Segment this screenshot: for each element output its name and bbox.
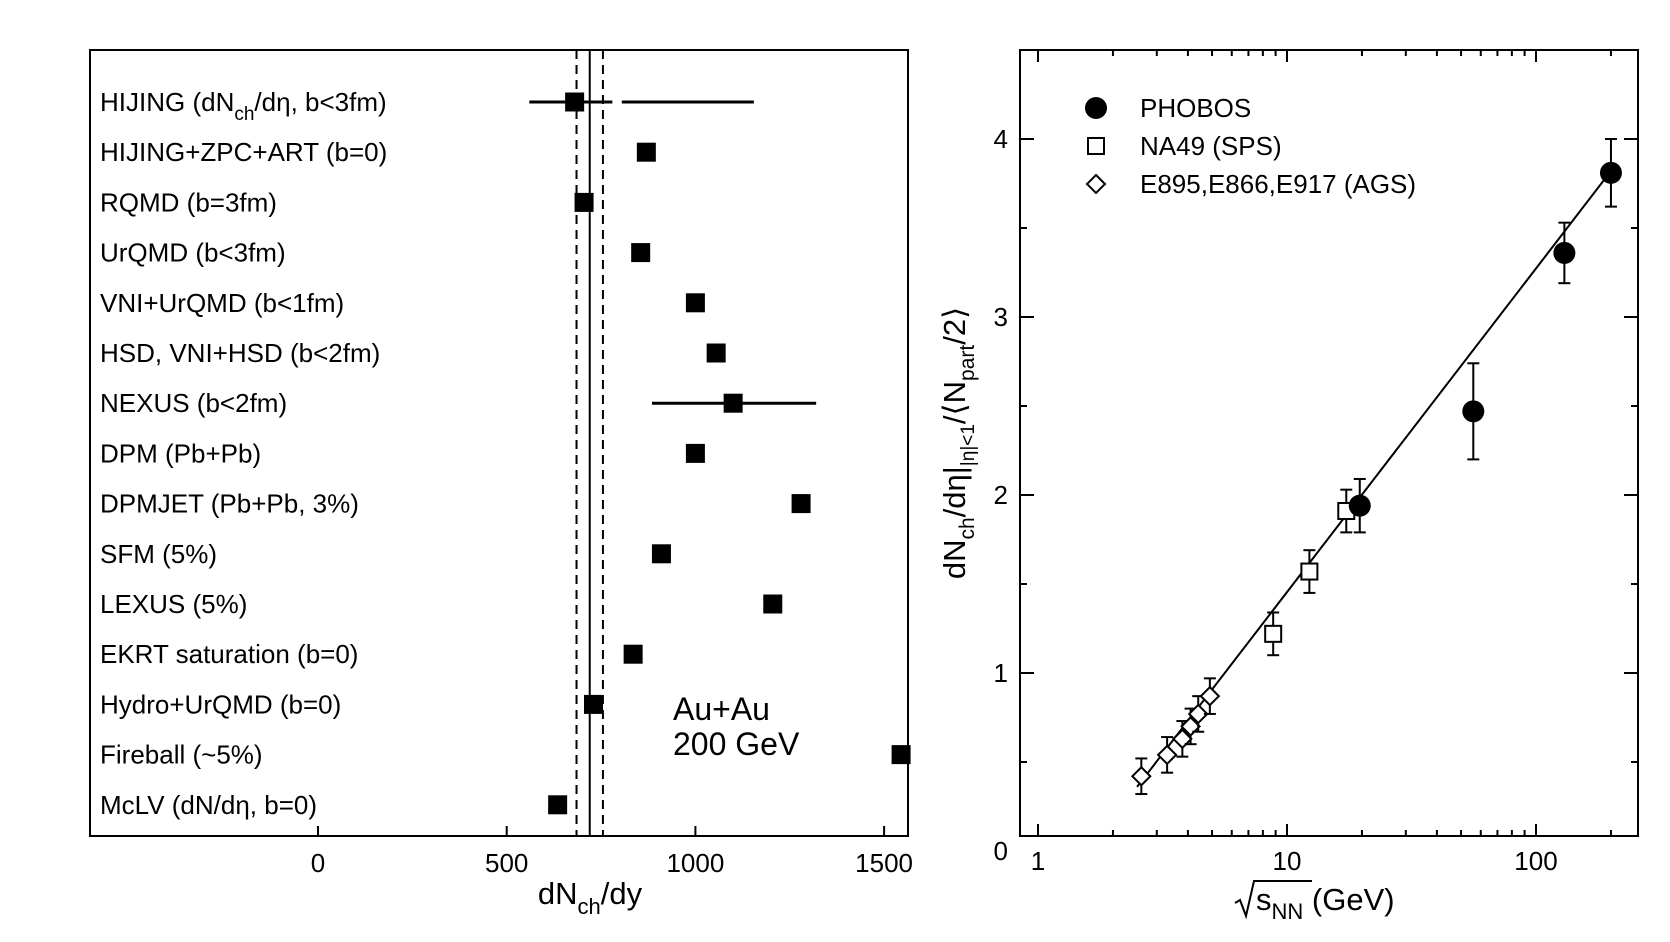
data-point-open-square xyxy=(1300,562,1319,581)
model-label: Hydro+UrQMD (b=0) xyxy=(100,689,341,719)
right-x-axis-title: sNN (GeV) xyxy=(1234,880,1395,924)
model-label: VNI+UrQMD (b<1fm) xyxy=(100,288,344,318)
model-marker xyxy=(584,694,604,714)
legend-marker-open-square xyxy=(1087,137,1105,155)
fit-line-segment xyxy=(1136,170,1612,788)
data-point-open-diamond xyxy=(1130,765,1152,787)
y-tick-label: 4 xyxy=(994,124,1008,154)
model-label: LEXUS (5%) xyxy=(100,589,247,619)
model-marker xyxy=(891,745,911,765)
y-tick-label: 0 xyxy=(994,836,1008,866)
model-marker xyxy=(723,393,743,413)
model-marker xyxy=(565,92,585,112)
left-annotation-line1: Au+Au xyxy=(673,691,770,727)
sqrt-symbol xyxy=(1234,880,1312,920)
model-marker xyxy=(623,644,643,664)
legend-label: NA49 (SPS) xyxy=(1140,131,1282,161)
model-marker xyxy=(791,494,811,514)
model-label: DPM (Pb+Pb) xyxy=(100,438,261,468)
legend-label: E895,E866,E917 (AGS) xyxy=(1140,169,1416,199)
x-tick-label: 1500 xyxy=(855,848,913,878)
model-marker xyxy=(548,795,568,815)
data-point-open-diamond xyxy=(1187,703,1209,725)
model-label: EKRT saturation (b=0) xyxy=(100,639,358,669)
x-tick-label: 0 xyxy=(311,848,325,878)
data-point-open-diamond xyxy=(1156,744,1178,766)
y-tick-label: 2 xyxy=(994,480,1008,510)
model-label: DPMJET (Pb+Pb, 3%) xyxy=(100,489,359,519)
reference-lines xyxy=(575,50,604,836)
model-label: HSD, VNI+HSD (b<2fm) xyxy=(100,338,380,368)
model-marker xyxy=(651,544,671,564)
model-label: HIJING (dNch/dη, b<3fm) xyxy=(100,87,387,125)
data-point-filled-circle xyxy=(1599,161,1622,184)
model-marker xyxy=(763,594,783,614)
model-label: McLV (dN/dη, b=0) xyxy=(100,790,317,820)
right-plot-frame xyxy=(1019,49,1639,837)
x-tick-label: 10 xyxy=(1273,846,1302,876)
x-tick-label: 1000 xyxy=(666,848,724,878)
left-plot-frame xyxy=(89,49,909,837)
model-label: HIJING+ZPC+ART (b=0) xyxy=(100,137,387,167)
x-tick-label: 500 xyxy=(485,848,528,878)
legend-label: PHOBOS xyxy=(1140,93,1251,123)
data-point-open-diamond xyxy=(1199,685,1221,707)
data-point-open-square xyxy=(1264,624,1283,643)
model-marker xyxy=(636,142,656,162)
model-marker xyxy=(685,443,705,463)
x-tick-label: 1 xyxy=(1031,846,1045,876)
legend-marker-open-diamond xyxy=(1085,173,1107,195)
right-y-axis-title: dNch/dη||η|<1/⟨Npart/2⟩ xyxy=(937,307,979,579)
model-labels: HIJING (dNch/dη, b<3fm) HIJING+ZPC+ART (b… xyxy=(100,87,387,820)
model-marker xyxy=(631,243,651,263)
fit-line xyxy=(1136,170,1612,788)
y-tick-label: 3 xyxy=(994,302,1008,332)
y-tick-label: 1 xyxy=(994,658,1008,688)
legend: PHOBOS NA49 (SPS) E895,E866,E917 (AGS) xyxy=(1085,93,1416,199)
model-marker xyxy=(685,293,705,313)
model-marker xyxy=(706,343,726,363)
left-annotation-line2: 200 GeV xyxy=(673,726,800,762)
model-label: UrQMD (b<3fm) xyxy=(100,238,286,268)
svg-text:sNN (GeV): sNN (GeV) xyxy=(1256,882,1395,924)
model-label: RQMD (b=3fm) xyxy=(100,187,277,217)
left-x-axis-title: dNch/dy xyxy=(538,876,643,919)
data-point-filled-circle xyxy=(1348,494,1371,517)
model-markers xyxy=(529,92,911,815)
model-label: Fireball (~5%) xyxy=(100,740,263,770)
x-tick-label: 100 xyxy=(1514,846,1557,876)
data-point-filled-circle xyxy=(1462,400,1485,423)
left-x-ticks: 0 500 1000 1500 xyxy=(311,826,913,878)
data-points xyxy=(1130,138,1622,796)
model-label: NEXUS (b<2fm) xyxy=(100,388,287,418)
model-label: SFM (5%) xyxy=(100,539,217,569)
model-marker xyxy=(574,192,594,212)
left-panel: HIJING (dNch/dη, b<3fm) HIJING+ZPC+ART (b… xyxy=(89,49,913,919)
legend-marker-filled-circle xyxy=(1085,97,1107,119)
data-point-filled-circle xyxy=(1553,241,1576,264)
